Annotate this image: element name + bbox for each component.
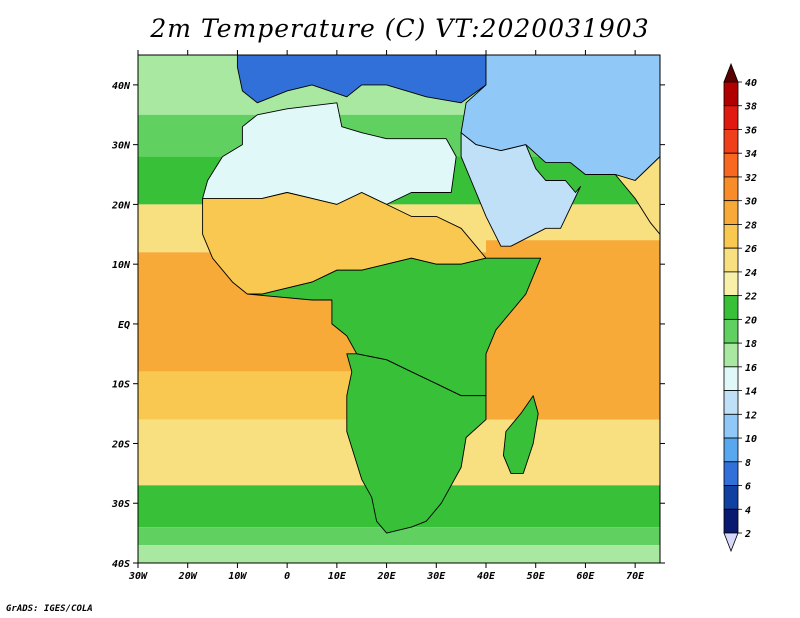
colorbar-swatch [723,105,739,130]
land-europe [236,55,487,104]
colorbar-swatch [723,295,739,320]
y-tick-label: EQ [118,320,130,331]
colorbar-swatch [723,318,739,344]
x-tick-label: 30W [128,571,148,582]
colorbar-label: 40 [745,78,757,89]
colorbar-label: 32 [744,173,757,184]
map-title: 2m Temperature (C) VT:2020031903 [150,14,650,43]
colorbar-label: 6 [745,482,751,493]
credit-text: GrADS: IGES/COLA [6,604,93,614]
y-tick-label: 40N [112,81,131,92]
colorbar-overflow-low [723,532,739,553]
x-tick-label: 50E [527,571,546,582]
colorbar-swatch [723,390,739,415]
land-india [614,156,660,235]
ocean-band-8 [138,527,660,546]
colorbar-label: 22 [744,292,757,303]
x-tick-label: 10E [328,571,347,582]
colorbar-label: 38 [744,102,757,113]
map-plot-area [138,55,660,563]
colorbar-swatch [723,247,739,273]
colorbar-swatch [723,508,739,534]
land-central-africa [246,257,542,397]
colorbar-swatch [723,461,739,486]
colorbar-swatch [723,129,739,154]
ocean-band-9 [138,545,660,563]
colorbar-swatch [723,485,739,510]
colorbar-swatch [723,176,739,202]
y-tick-label: 10N [112,260,131,271]
x-tick-label: 70E [626,571,645,582]
colorbar-label: 12 [745,410,757,421]
land-madagascar [502,395,539,474]
y-tick-label: 30S [111,499,130,510]
colorbar-label: 16 [745,363,757,374]
colorbar-label: 30 [744,197,757,208]
colorbar-label: 8 [745,458,751,469]
y-tick-label: 20S [111,439,130,450]
colorbar-label: 36 [744,125,757,136]
x-tick-label: 40E [477,571,496,582]
colorbar-overflow-high [723,62,739,83]
colorbar-swatch [723,224,739,249]
colorbar-swatch [723,271,739,297]
x-tick-label: 30E [426,571,446,582]
colorbar-label: 2 [744,529,751,540]
map-frame [137,54,661,564]
colorbar-legend: 40 38 36 34 32 30 28 26 24 22 20 18 16 14 12 10 8 6 4 2 [723,62,757,553]
colorbar-label: 18 [745,339,757,350]
x-tick-label: 20E [377,571,397,582]
x-tick-label: 10W [228,571,247,582]
x-tick-label: 20W [178,571,198,582]
colorbar-swatch [723,81,739,107]
colorbar-swatch [723,152,739,178]
x-tick-label: 0 [284,571,290,582]
colorbar-swatch [723,200,739,225]
colorbar-swatch [723,366,739,391]
colorbar-label: 4 [745,505,751,516]
colorbar-label: 28 [744,220,757,231]
colorbar-label: 24 [744,268,757,279]
y-tick-label: 10S [112,380,130,391]
colorbar-label: 34 [744,149,757,160]
colorbar-swatch [723,342,739,368]
colorbar-label: 14 [745,387,757,398]
colorbar-swatch [723,437,739,463]
land-southern-africa [346,353,487,534]
colorbar-swatch [723,413,739,439]
map-axes: 30W 20W 10W 0 10E 20E 30E 40E 50E 60E 70E 40N 30N 20N… [111,50,665,582]
colorbar-label: 26 [744,244,757,255]
land-temperature-layer [202,55,660,534]
y-tick-label: 30N [111,141,131,152]
colorbar-label: 10 [745,434,757,445]
x-tick-label: 60E [576,571,595,582]
colorbar-label: 20 [744,315,757,326]
y-tick-label: 20N [111,200,131,211]
y-tick-label: 40S [112,559,130,570]
